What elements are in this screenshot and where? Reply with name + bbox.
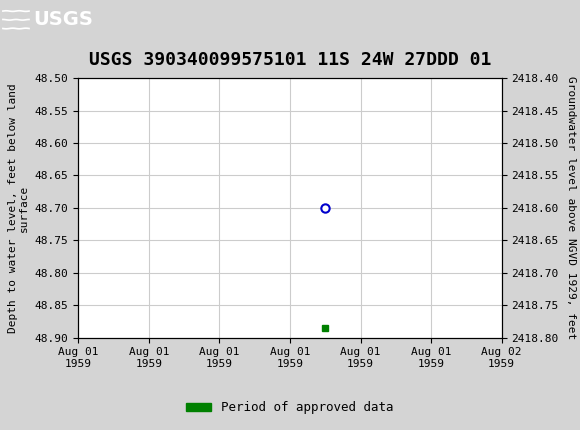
Text: USGS: USGS	[34, 10, 93, 29]
Text: USGS 390340099575101 11S 24W 27DDD 01: USGS 390340099575101 11S 24W 27DDD 01	[89, 51, 491, 69]
Y-axis label: Depth to water level, feet below land
surface: Depth to water level, feet below land su…	[8, 83, 29, 333]
Legend: Period of approved data: Period of approved data	[181, 396, 399, 419]
Y-axis label: Groundwater level above NGVD 1929, feet: Groundwater level above NGVD 1929, feet	[566, 76, 575, 340]
